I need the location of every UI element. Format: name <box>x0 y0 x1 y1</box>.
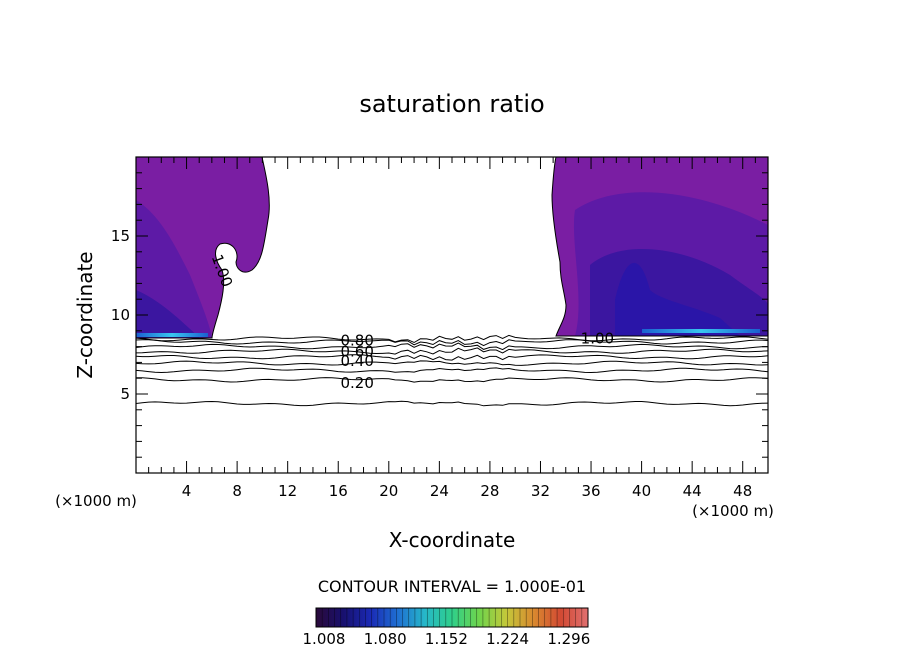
x-tick-label: 16 <box>329 482 348 500</box>
y-tick-label: 15 <box>111 227 130 245</box>
x-tick-label: 28 <box>480 482 499 500</box>
contour-labels: 0.800.600.400.201.001.00 <box>208 252 614 392</box>
colorbar-stripes <box>321 608 583 627</box>
supersaturated-fill <box>136 157 768 338</box>
y-unit-label: (×1000 m) <box>692 502 774 520</box>
colorbar-tick-label: 1.152 <box>425 630 468 648</box>
contour-lines <box>136 157 768 407</box>
colorbar-tick-label: 1.296 <box>547 630 590 648</box>
y-tick-label: 10 <box>111 306 130 324</box>
x-tick-label: 44 <box>683 482 702 500</box>
right-boundary-line <box>551 157 768 337</box>
y-tick-label: 5 <box>120 385 130 403</box>
x-tick-label: 36 <box>581 482 600 500</box>
colorbar-tick-label: 1.080 <box>364 630 407 648</box>
x-tick-label: 32 <box>531 482 550 500</box>
contour-label: 0.60 <box>340 342 373 360</box>
contour-label: 0.80 <box>340 331 373 349</box>
contour-line <box>136 360 768 366</box>
contour-interval-text: CONTOUR INTERVAL = 1.000E-01 <box>318 577 586 596</box>
contour-line <box>136 342 768 351</box>
x-tick-label: 4 <box>182 482 192 500</box>
contour-line <box>136 367 768 374</box>
x-tick-label: 20 <box>379 482 398 500</box>
contour-line <box>136 334 768 344</box>
contour-line <box>136 347 768 355</box>
contour-line <box>136 339 768 347</box>
y-axis-label: Z-coordinate <box>73 251 97 378</box>
colorbar-tick-label: 1.224 <box>486 630 529 648</box>
x-unit-label: (×1000 m) <box>55 492 137 510</box>
x-tick-label: 48 <box>733 482 752 500</box>
x-axis-label: X-coordinate <box>389 528 516 552</box>
contour-line <box>136 354 768 361</box>
right-streak <box>642 329 760 333</box>
right-cloud-core <box>615 262 740 336</box>
contour-label: 0.20 <box>340 374 373 392</box>
chart-title: saturation ratio <box>359 90 544 118</box>
contour-line <box>136 400 768 407</box>
contour-label: 0.40 <box>340 352 373 370</box>
left-streak <box>136 333 208 337</box>
colorbar-tick-label: 1.008 <box>303 630 346 648</box>
left-cloud-core <box>136 290 200 338</box>
colorbar-labels: 1.008 1.080 1.152 1.224 1.296 <box>303 630 591 648</box>
contour-label: 1.00 <box>581 330 614 348</box>
x-tick-label: 12 <box>278 482 297 500</box>
x-tick-label: 24 <box>430 482 449 500</box>
contour-line <box>136 377 768 383</box>
x-tick-label: 40 <box>632 482 651 500</box>
left-boundary-line <box>136 157 270 339</box>
x-tick-label: 8 <box>232 482 242 500</box>
